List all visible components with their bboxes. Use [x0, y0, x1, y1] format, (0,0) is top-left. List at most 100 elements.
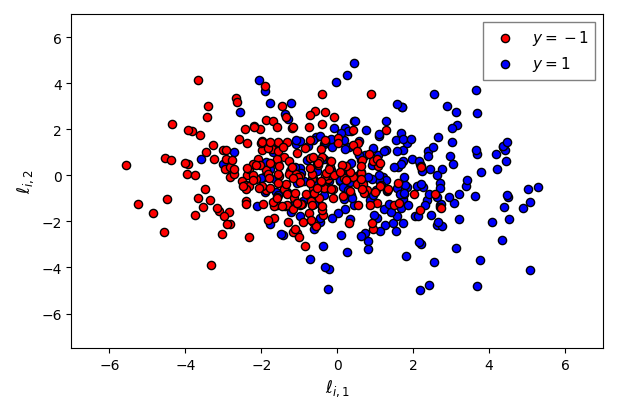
$y = -1$: [273, 202, 282, 209]
$y = 1$: [358, 154, 368, 161]
$y = -1$: [269, 204, 279, 210]
$y = -1$: [227, 157, 237, 164]
$y = -1$: [292, 230, 302, 237]
$y = -1$: [295, 179, 305, 186]
$y = -1$: [329, 172, 339, 178]
$y = 1$: [423, 282, 433, 289]
$y = -1$: [336, 169, 345, 176]
$y = -1$: [311, 185, 321, 192]
$y = -1$: [315, 159, 324, 165]
$y = -1$: [370, 190, 380, 196]
$y = 1$: [375, 131, 384, 138]
$y = -1$: [368, 227, 378, 233]
$y = -1$: [258, 201, 268, 208]
$y = 1$: [315, 133, 325, 140]
$y = 1$: [396, 161, 406, 168]
$y = 1$: [518, 205, 528, 211]
$y = -1$: [241, 187, 251, 193]
$y = -1$: [184, 127, 193, 133]
$y = -1$: [241, 198, 251, 205]
$y = 1$: [472, 282, 482, 289]
$y = -1$: [308, 191, 318, 197]
$y = -1$: [295, 173, 305, 180]
$y = -1$: [238, 183, 248, 190]
$y = -1$: [159, 155, 169, 162]
$y = 1$: [416, 181, 426, 188]
$y = 1$: [350, 119, 360, 125]
$y = -1$: [368, 159, 378, 165]
$y = -1$: [339, 175, 349, 182]
$y = -1$: [274, 161, 284, 168]
$y = 1$: [339, 184, 349, 190]
$y = 1$: [428, 144, 438, 151]
$y = 1$: [303, 144, 313, 150]
$y = 1$: [454, 216, 464, 223]
$y = 1$: [491, 151, 501, 158]
$y = -1$: [364, 152, 374, 158]
$y = -1$: [292, 200, 302, 207]
$y = -1$: [282, 219, 292, 226]
$y = 1$: [273, 192, 283, 199]
$y = 1$: [324, 178, 334, 185]
$y = 1$: [363, 175, 373, 181]
$y = -1$: [261, 188, 271, 194]
$y = -1$: [389, 202, 399, 209]
$y = 1$: [424, 191, 434, 197]
$y = 1$: [360, 230, 370, 236]
$y = 1$: [402, 140, 412, 147]
$y = 1$: [400, 253, 410, 259]
$y = -1$: [316, 146, 326, 152]
$y = 1$: [386, 209, 396, 216]
$y = -1$: [166, 158, 176, 164]
$y = -1$: [328, 196, 338, 202]
$y = -1$: [291, 171, 301, 178]
$y = -1$: [311, 223, 321, 230]
$y = -1$: [273, 140, 283, 146]
$y = -1$: [241, 182, 251, 189]
$y = -1$: [273, 180, 283, 187]
$y = 1$: [336, 178, 345, 185]
$y = 1$: [400, 182, 410, 188]
$y = -1$: [234, 136, 244, 142]
$y = 1$: [295, 139, 305, 145]
$y = 1$: [339, 196, 349, 203]
$y = 1$: [354, 139, 364, 145]
$y = 1$: [338, 165, 348, 172]
$y = -1$: [226, 174, 235, 181]
$y = 1$: [398, 221, 408, 227]
$y = 1$: [502, 140, 512, 146]
$y = 1$: [276, 231, 286, 238]
$y = -1$: [305, 155, 315, 161]
$y = -1$: [353, 202, 363, 209]
$y = 1$: [265, 167, 274, 173]
$y = -1$: [366, 92, 376, 98]
$y = 1$: [363, 246, 373, 252]
$y = -1$: [282, 202, 292, 209]
$y = 1$: [437, 223, 447, 229]
$y = -1$: [249, 123, 259, 130]
$y = -1$: [305, 138, 315, 144]
$y = -1$: [203, 114, 213, 121]
$y = -1$: [243, 183, 253, 190]
$y = 1$: [412, 184, 422, 190]
$y = -1$: [353, 140, 363, 147]
$y = -1$: [320, 184, 329, 190]
$y = 1$: [449, 200, 459, 206]
$y = 1$: [392, 149, 402, 155]
$y = 1$: [392, 102, 402, 108]
$y = 1$: [345, 216, 355, 223]
$y = -1$: [274, 173, 284, 180]
$y = 1$: [342, 249, 352, 255]
$y = -1$: [261, 118, 271, 124]
$y = -1$: [436, 205, 446, 211]
$y = -1$: [308, 185, 318, 192]
$y = -1$: [320, 110, 330, 116]
$y = -1$: [324, 166, 334, 173]
$y = -1$: [326, 158, 336, 165]
$y = -1$: [356, 170, 366, 177]
$y = 1$: [433, 134, 443, 141]
$y = -1$: [268, 199, 278, 205]
$y = -1$: [263, 145, 273, 152]
$y = 1$: [498, 144, 508, 150]
$y = -1$: [316, 179, 326, 186]
